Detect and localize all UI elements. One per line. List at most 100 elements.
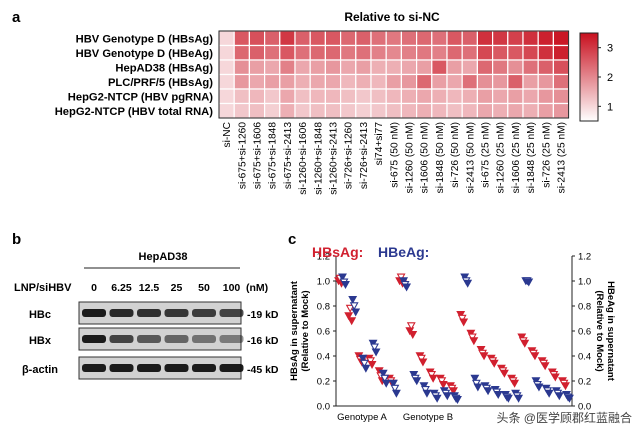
heatmap-cell xyxy=(279,73,296,90)
heatmap-cell xyxy=(537,59,555,76)
hbeag-point xyxy=(493,391,503,400)
heatmap-cell xyxy=(385,44,403,61)
left-y-tick-label: 0.8 xyxy=(317,302,330,313)
hbeag-point xyxy=(341,281,350,290)
heatmap-cell xyxy=(446,73,463,90)
heatmap-cell xyxy=(324,30,342,47)
right-y-tick-label: 0.8 xyxy=(578,302,591,313)
heatmap-cell xyxy=(507,88,524,105)
blot-band xyxy=(109,335,134,343)
heatmap-cell xyxy=(340,102,357,119)
heatmap-column-label: si-726+si-2413 xyxy=(359,122,370,189)
right-y-tick-label: 0.6 xyxy=(578,327,591,338)
heatmap-cell xyxy=(233,102,250,119)
hbeag-point xyxy=(412,377,422,386)
heatmap-cell xyxy=(324,73,342,90)
heatmap-colorbar: 1 2 3 xyxy=(579,32,613,122)
colorbar-tick-label: 1 xyxy=(607,101,613,113)
heatmap-column-label: si-1260 (50 nM) xyxy=(405,122,416,193)
heatmap-cell xyxy=(431,73,448,90)
hbeag-point xyxy=(378,369,388,378)
hbeag-point xyxy=(514,394,524,403)
heatmap-cell xyxy=(431,102,448,119)
heatmap-cell xyxy=(309,44,327,61)
heatmap-cell xyxy=(461,59,479,76)
blot-band xyxy=(164,309,189,317)
blot-unit: (nM) xyxy=(246,282,268,294)
colorbar-tick-label: 2 xyxy=(607,72,613,84)
heatmap-cell xyxy=(294,59,311,76)
left-y-axis-label: HBsAg in supernatant(Relative to Mock) xyxy=(289,280,311,381)
heatmap-cell xyxy=(431,59,448,76)
panel-label-a: a xyxy=(12,9,21,26)
heatmap-row-label: HBV Genotype D (HBeAg) xyxy=(76,48,214,60)
hbeag-point xyxy=(422,389,432,398)
heatmap-column-label: si-726+si-1260 xyxy=(344,122,355,189)
heatmap-cell xyxy=(370,30,387,47)
hbsag-point xyxy=(344,312,354,321)
heatmap-cell xyxy=(492,30,509,47)
heatmap-cell xyxy=(537,102,555,119)
heatmap-cell xyxy=(492,102,509,119)
heatmap-cell xyxy=(416,102,433,119)
hbsag-point xyxy=(499,369,509,378)
hbsag-point xyxy=(428,374,438,383)
hbsag-point xyxy=(408,331,418,340)
heatmap-cell xyxy=(552,73,570,90)
heatmap-cell xyxy=(324,88,342,105)
heatmap-cell xyxy=(492,88,509,105)
heatmap-cell xyxy=(370,88,387,105)
hbsag-point xyxy=(427,371,437,380)
heatmap-cell xyxy=(218,30,235,47)
heatmap-cell xyxy=(324,102,342,119)
heatmap-cell xyxy=(522,102,539,119)
heatmap-cell xyxy=(248,102,266,119)
heatmap-cell xyxy=(218,44,235,61)
hbeag-point xyxy=(554,392,564,401)
left-y-tick-label: 0.6 xyxy=(317,327,330,338)
hbeag-point xyxy=(351,308,361,317)
heatmap-cell xyxy=(309,102,327,119)
heatmap-cell xyxy=(385,88,403,105)
heatmap-cell xyxy=(218,88,235,105)
heatmap-cell xyxy=(400,102,418,119)
hbeag-point xyxy=(453,396,462,405)
heatmap-grid xyxy=(218,30,570,119)
hbeag-point xyxy=(380,374,390,383)
heatmap-cell xyxy=(537,88,555,105)
heatmap-column-label: si-1606 (50 nM) xyxy=(420,122,431,193)
heatmap-cell xyxy=(294,30,311,47)
heatmap-cell xyxy=(461,30,479,47)
heatmap-cell xyxy=(476,88,494,105)
heatmap-cell xyxy=(446,30,463,47)
heatmap-frame xyxy=(218,30,570,119)
heatmap-column-label: si-1260+si-1606 xyxy=(298,122,309,195)
hbeag-point xyxy=(421,386,430,395)
blot-band-size: -16 kD xyxy=(247,335,279,347)
hbeag-point xyxy=(361,364,371,373)
heatmap-column-label: si-675 (25 nM) xyxy=(481,122,492,188)
heatmap-cell xyxy=(476,44,494,61)
hbeag-point xyxy=(399,277,409,286)
hbsag-point xyxy=(437,377,447,386)
hbeag-point xyxy=(371,348,381,357)
heatmap-cell xyxy=(492,59,509,76)
heatmap-column-label: si-NC xyxy=(222,122,233,147)
heatmap-cell xyxy=(309,88,327,105)
blot-band xyxy=(137,309,161,317)
hbeag-point xyxy=(524,278,534,287)
blot-band xyxy=(192,309,216,317)
heatmap-cell xyxy=(340,44,357,61)
heatmap-cell xyxy=(264,59,281,76)
x-group-label: Genotype B xyxy=(403,412,453,423)
heatmap-cell xyxy=(400,88,418,105)
heatmap-cell xyxy=(492,44,509,61)
heatmap-cell xyxy=(537,44,555,61)
heatmap-cell xyxy=(370,44,387,61)
blot-lane-label: 6.25 xyxy=(111,282,132,294)
blot-band xyxy=(164,335,189,343)
blot-lane-label: 100 xyxy=(223,282,241,294)
hbeag-point xyxy=(409,371,419,380)
heatmap-cell xyxy=(507,30,524,47)
hbsag-point xyxy=(479,352,489,361)
